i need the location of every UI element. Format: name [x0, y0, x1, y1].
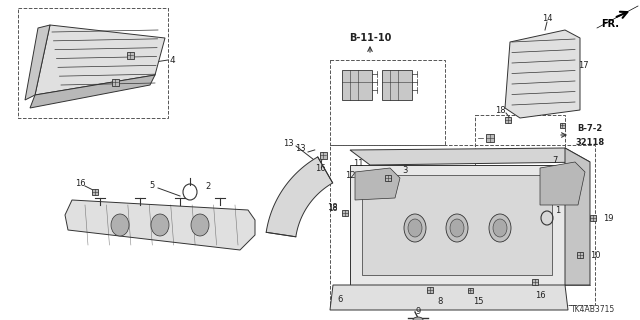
Ellipse shape — [446, 214, 468, 242]
Bar — [590, 215, 596, 221]
Text: B-11-10: B-11-10 — [349, 33, 391, 43]
Text: 18: 18 — [328, 204, 338, 212]
Text: 11: 11 — [353, 158, 364, 167]
Bar — [342, 210, 348, 216]
Text: 16: 16 — [113, 37, 124, 46]
Polygon shape — [505, 30, 580, 118]
Text: 4: 4 — [169, 55, 175, 65]
Text: 12: 12 — [345, 171, 355, 180]
Ellipse shape — [404, 214, 426, 242]
Ellipse shape — [191, 214, 209, 236]
Text: 1: 1 — [556, 205, 561, 214]
Polygon shape — [540, 162, 585, 205]
Text: 32118: 32118 — [575, 138, 605, 147]
Bar — [112, 79, 119, 86]
Polygon shape — [350, 148, 590, 165]
Text: 5: 5 — [149, 180, 155, 189]
Ellipse shape — [413, 317, 423, 320]
Ellipse shape — [450, 219, 464, 237]
Text: FR.: FR. — [601, 19, 619, 29]
Polygon shape — [355, 168, 400, 200]
Bar — [475, 115, 565, 167]
Polygon shape — [25, 25, 50, 100]
Text: 16: 16 — [75, 179, 85, 188]
Text: B-7-2: B-7-2 — [577, 124, 603, 132]
Bar — [350, 165, 565, 285]
Text: 17: 17 — [125, 74, 135, 83]
Ellipse shape — [489, 214, 511, 242]
Text: 19: 19 — [603, 213, 613, 222]
Text: 6: 6 — [337, 295, 342, 305]
Polygon shape — [330, 285, 568, 310]
Bar — [92, 189, 98, 195]
Text: 3: 3 — [403, 165, 408, 174]
Bar — [127, 52, 134, 59]
Text: 16: 16 — [534, 291, 545, 300]
Bar — [18, 8, 168, 118]
Text: 13: 13 — [294, 143, 305, 153]
Text: 18: 18 — [326, 203, 337, 212]
Text: 2: 2 — [205, 181, 211, 190]
Bar — [320, 152, 327, 159]
Bar — [505, 117, 511, 123]
Ellipse shape — [151, 214, 169, 236]
Text: 7: 7 — [552, 156, 557, 164]
Text: TK4AB3715: TK4AB3715 — [571, 305, 615, 314]
Polygon shape — [565, 148, 590, 285]
Polygon shape — [30, 75, 155, 108]
Bar — [382, 70, 412, 100]
Text: 14: 14 — [541, 13, 552, 22]
Polygon shape — [35, 25, 165, 95]
Bar — [577, 252, 583, 258]
Bar — [330, 145, 595, 305]
Bar — [427, 287, 433, 293]
Polygon shape — [266, 157, 333, 237]
Bar — [342, 70, 372, 100]
Ellipse shape — [408, 219, 422, 237]
Bar — [385, 175, 391, 181]
Bar — [560, 123, 565, 128]
Ellipse shape — [493, 219, 507, 237]
Polygon shape — [65, 200, 255, 250]
Bar — [330, 60, 445, 145]
Bar — [468, 288, 473, 293]
Bar — [486, 134, 494, 142]
Bar — [532, 279, 538, 285]
Text: 10: 10 — [589, 251, 600, 260]
Text: 9: 9 — [415, 308, 420, 316]
Text: 16: 16 — [315, 164, 325, 172]
Text: 8: 8 — [437, 298, 443, 307]
Text: 18: 18 — [495, 106, 506, 115]
Text: 17: 17 — [578, 60, 588, 69]
Text: 15: 15 — [473, 298, 483, 307]
Bar — [362, 175, 552, 275]
Ellipse shape — [111, 214, 129, 236]
Text: 13: 13 — [283, 139, 293, 148]
